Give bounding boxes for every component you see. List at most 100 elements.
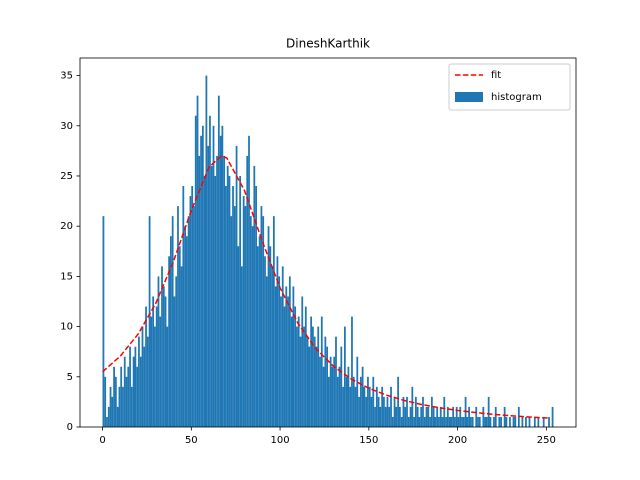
bar bbox=[175, 276, 178, 427]
bar bbox=[226, 165, 229, 427]
bar bbox=[164, 296, 167, 427]
bar bbox=[148, 216, 151, 427]
bar bbox=[125, 376, 128, 427]
bar bbox=[196, 95, 199, 427]
bar bbox=[322, 366, 325, 427]
bar bbox=[477, 416, 479, 427]
bar bbox=[256, 246, 259, 427]
bar bbox=[233, 206, 236, 427]
bar bbox=[391, 416, 394, 427]
bar bbox=[429, 416, 431, 427]
bar bbox=[315, 346, 318, 427]
bar bbox=[290, 316, 293, 427]
bar bbox=[150, 316, 153, 427]
x-tick-label: 50 bbox=[185, 435, 198, 446]
bar bbox=[427, 406, 430, 427]
bar bbox=[359, 376, 362, 427]
bar bbox=[381, 386, 384, 427]
bar bbox=[161, 266, 163, 427]
bar bbox=[349, 386, 352, 427]
bar bbox=[542, 416, 545, 427]
x-tick-label: 150 bbox=[359, 435, 378, 446]
bar bbox=[177, 206, 179, 427]
bar bbox=[187, 216, 190, 427]
bar bbox=[310, 316, 313, 427]
bar bbox=[400, 416, 403, 427]
bar bbox=[319, 356, 321, 427]
bar bbox=[225, 186, 227, 427]
bar bbox=[258, 236, 261, 427]
bar bbox=[333, 356, 336, 427]
bar bbox=[484, 416, 486, 427]
bar bbox=[219, 135, 222, 427]
bar bbox=[265, 276, 268, 427]
bar bbox=[253, 165, 256, 427]
bar bbox=[343, 326, 346, 427]
bar bbox=[168, 256, 171, 427]
bar bbox=[455, 406, 458, 427]
bar bbox=[397, 376, 400, 427]
bar bbox=[141, 326, 144, 427]
bar bbox=[162, 286, 165, 427]
x-tick-label: 250 bbox=[537, 435, 556, 446]
bar bbox=[423, 416, 426, 427]
bar bbox=[230, 216, 233, 427]
legend-histogram-swatch bbox=[455, 92, 483, 102]
bar bbox=[184, 226, 186, 427]
bar bbox=[114, 376, 117, 427]
bar bbox=[193, 206, 195, 427]
bar bbox=[471, 416, 474, 427]
bar bbox=[194, 115, 197, 428]
bar bbox=[109, 386, 112, 427]
bar bbox=[470, 416, 472, 427]
bar bbox=[276, 256, 279, 427]
bar bbox=[127, 366, 130, 427]
bar bbox=[399, 406, 401, 427]
bar bbox=[246, 155, 249, 428]
x-tick-label: 100 bbox=[271, 435, 290, 446]
bar bbox=[313, 336, 316, 427]
bar bbox=[500, 416, 502, 427]
bar bbox=[338, 366, 341, 427]
bar bbox=[462, 416, 465, 427]
bar bbox=[365, 396, 368, 427]
bar bbox=[329, 356, 332, 427]
bar bbox=[136, 366, 139, 427]
bar bbox=[439, 406, 442, 427]
bar bbox=[352, 376, 355, 427]
bar bbox=[269, 246, 272, 427]
bar bbox=[106, 416, 108, 427]
bar bbox=[139, 356, 142, 427]
fit-line bbox=[102, 155, 550, 419]
bar bbox=[418, 416, 421, 427]
bar bbox=[274, 286, 277, 427]
bar bbox=[361, 366, 364, 427]
bar bbox=[281, 266, 284, 427]
bar bbox=[248, 135, 250, 427]
bar bbox=[489, 416, 492, 427]
bar bbox=[356, 356, 359, 427]
bar bbox=[200, 135, 202, 427]
bar bbox=[201, 125, 204, 427]
bar bbox=[262, 216, 265, 427]
bar bbox=[242, 196, 245, 427]
bar bbox=[358, 396, 360, 427]
bar bbox=[303, 326, 305, 427]
bar bbox=[533, 416, 536, 427]
bar bbox=[485, 416, 488, 427]
bar bbox=[326, 346, 328, 427]
bar bbox=[107, 406, 110, 427]
bar bbox=[260, 206, 263, 427]
bar bbox=[132, 356, 135, 427]
bar bbox=[143, 346, 146, 427]
bar bbox=[459, 406, 462, 427]
bar bbox=[425, 406, 428, 427]
bar bbox=[422, 396, 424, 427]
bar bbox=[521, 416, 524, 427]
bar bbox=[113, 366, 115, 427]
bar bbox=[548, 416, 550, 427]
bar bbox=[335, 336, 337, 427]
y-tick-label: 15 bbox=[60, 271, 73, 282]
bar bbox=[239, 175, 242, 427]
bar bbox=[171, 216, 174, 427]
